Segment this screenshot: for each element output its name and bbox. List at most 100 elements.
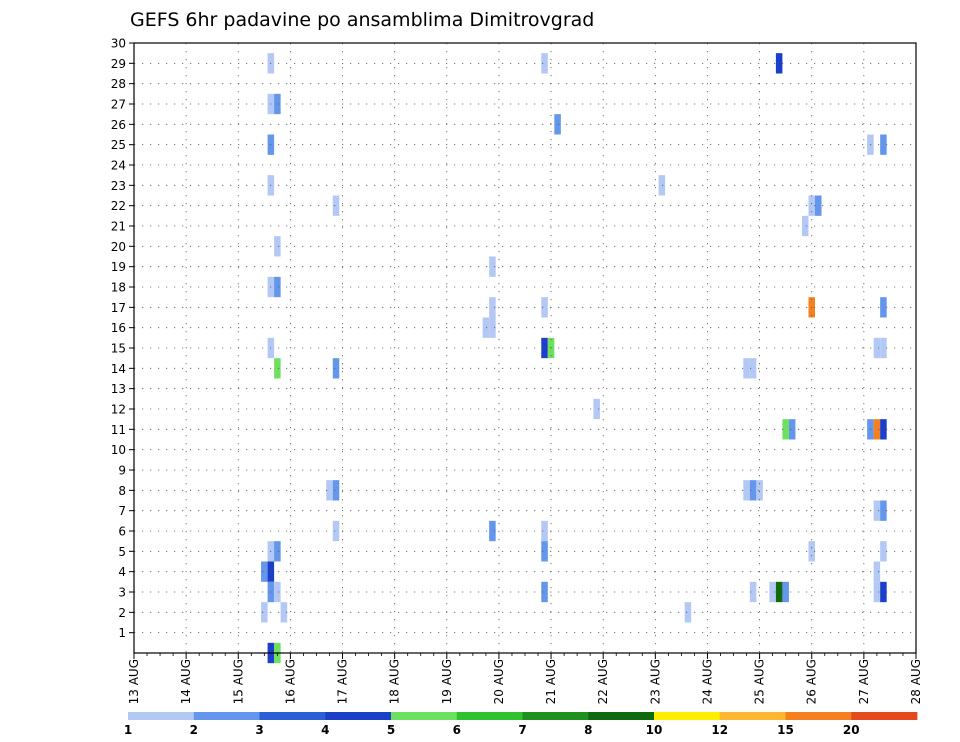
x-tick-label: 26 AUG (805, 659, 819, 704)
ensemble-cell (332, 520, 340, 542)
ensemble-cell (541, 541, 548, 562)
ensemble-cell (541, 53, 548, 74)
ensemble-cell (261, 602, 268, 623)
colorbar-segment (325, 712, 392, 720)
x-tick-label: 28 AUG (909, 659, 923, 704)
ensemble-cell (873, 581, 881, 603)
y-tick-label: 4 (118, 565, 126, 579)
ensemble-cell (788, 419, 796, 440)
grid-lines (134, 43, 916, 653)
colorbar-segment (719, 712, 786, 720)
y-tick-label: 24 (111, 159, 126, 173)
y-tick-label: 27 (111, 98, 126, 112)
y-tick-label: 5 (118, 545, 126, 559)
y-tick-label: 25 (111, 138, 126, 152)
ensemble-cell (743, 358, 750, 379)
ensemble-cell (880, 581, 887, 603)
colorbar-segment (391, 712, 458, 720)
y-tick-label: 7 (118, 504, 126, 518)
y-tick-label: 29 (111, 57, 126, 71)
colorbar-segment (456, 712, 523, 720)
ensemble-cell (274, 276, 281, 298)
y-tick-label: 19 (111, 260, 126, 274)
colorbar-label: 5 (387, 723, 395, 737)
ensemble-cell (749, 358, 757, 379)
x-tick-label: 24 AUG (700, 659, 714, 704)
colorbar-label: 6 (453, 723, 461, 737)
y-tick-label: 2 (118, 606, 126, 620)
ensemble-cell (769, 581, 776, 603)
ensemble-cell (880, 541, 887, 562)
colorbar-label: 2 (190, 723, 198, 737)
ensemble-cell (808, 195, 815, 216)
x-tick-label: 27 AUG (857, 659, 871, 704)
ensemble-cell (541, 581, 548, 603)
ensemble-cell (775, 53, 783, 74)
y-tick-label: 9 (118, 464, 126, 478)
ensemble-cell (873, 500, 881, 521)
ensemble-cell (775, 581, 783, 603)
y-tick-label: 21 (111, 220, 126, 234)
y-tick-label: 20 (111, 240, 126, 254)
ensemble-cell (541, 297, 548, 318)
colorbar-segment (128, 712, 195, 720)
x-tick-label: 20 AUG (492, 659, 506, 704)
colorbar-label: 1 (124, 723, 132, 737)
ensemble-cell (332, 480, 340, 501)
colorbar-segment (588, 712, 655, 720)
ensemble-cell (541, 520, 548, 542)
ensemble-cell (880, 297, 887, 318)
y-tick-label: 14 (111, 362, 126, 376)
ensemble-cell (782, 581, 789, 603)
colorbar-segment (193, 712, 260, 720)
ensemble-cell (280, 602, 288, 623)
y-tick-label: 1 (118, 626, 126, 640)
y-tick-label: 30 (111, 37, 126, 51)
ensemble-cell (756, 480, 763, 501)
y-tick-label: 11 (111, 423, 126, 437)
ensemble-cell (332, 195, 340, 216)
y-tick-label: 8 (118, 484, 126, 498)
ensemble-cell (873, 419, 881, 440)
y-tick-label: 22 (111, 199, 126, 213)
ensemble-cell (489, 520, 496, 542)
colorbar-label: 10 (646, 723, 663, 737)
ensemble-cell (749, 581, 757, 603)
colorbar-segment (654, 712, 721, 720)
y-tick-label: 6 (118, 525, 126, 539)
y-tick-label: 13 (111, 382, 126, 396)
ensemble-cell (873, 561, 881, 582)
ensemble-cell (274, 93, 281, 115)
y-tick-label: 28 (111, 77, 126, 91)
colorbar-label: 8 (584, 723, 592, 737)
ensemble-cell (489, 297, 496, 318)
ensemble-cell (782, 419, 789, 440)
ensemble-cell (814, 195, 822, 216)
ensemble-cell (482, 317, 490, 338)
colorbar-label: 3 (255, 723, 263, 737)
ensemble-cell (593, 398, 600, 420)
ensemble-cell (880, 337, 887, 359)
ensemble-cell (749, 480, 757, 501)
x-tick-label: 13 AUG (127, 659, 141, 704)
x-tick-label: 23 AUG (648, 659, 662, 704)
y-axis: 1234567891011121314151617181920212223242… (111, 37, 134, 640)
colorbar-legend: 1 2 3 4 5 6 7 8 10 12 15 20 (124, 712, 918, 737)
x-tick-label: 25 AUG (753, 659, 767, 704)
colorbar-label: 4 (321, 723, 329, 737)
y-tick-label: 12 (111, 403, 126, 417)
ensemble-cell (274, 358, 281, 379)
ensemble-cell (541, 337, 548, 359)
colorbar-segment (851, 712, 918, 720)
colorbar-label: 7 (518, 723, 526, 737)
y-tick-label: 26 (111, 118, 126, 132)
y-tick-label: 17 (111, 301, 126, 315)
y-tick-label: 3 (118, 586, 126, 600)
x-tick-label: 21 AUG (544, 659, 558, 704)
colorbar-segment (522, 712, 589, 720)
ensemble-cell (554, 114, 561, 135)
ensemble-cell (274, 541, 281, 562)
colorbar-label: 20 (843, 723, 860, 737)
ensemble-cell (274, 236, 281, 257)
y-tick-label: 15 (111, 342, 126, 356)
